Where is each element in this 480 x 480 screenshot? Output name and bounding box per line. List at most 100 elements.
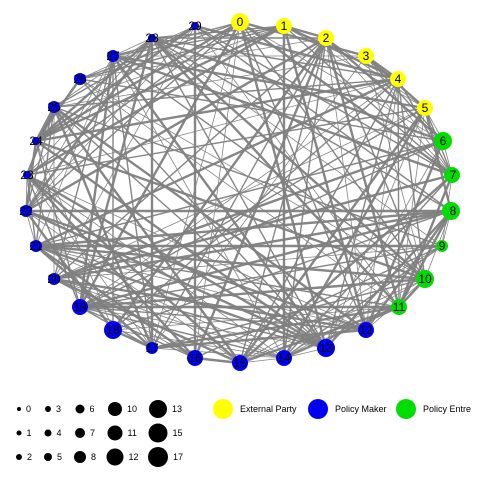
size-legend-item: 0: [17, 404, 31, 414]
edge: [25, 106, 55, 212]
edge: [112, 55, 153, 349]
size-legend-dot: [75, 428, 85, 438]
size-legend-label: 15: [173, 428, 183, 438]
node-11: 11: [391, 299, 407, 315]
edge: [151, 36, 444, 143]
edge: [35, 24, 285, 143]
node-24: 24: [29, 134, 43, 148]
node-label: 5: [422, 101, 429, 115]
node-circle: [390, 71, 406, 87]
edge: [25, 209, 327, 350]
node-22: 22: [19, 204, 33, 218]
node-7: 7: [444, 167, 460, 183]
edge: [53, 106, 241, 364]
node-circle: [107, 50, 119, 62]
node-label: 23: [20, 168, 34, 182]
node-circle: [231, 13, 249, 31]
size-legend-dot: [107, 425, 123, 441]
node-circle: [436, 240, 448, 252]
edge: [26, 174, 196, 359]
size-legend-label: 7: [90, 428, 95, 438]
edge: [194, 25, 453, 176]
edge: [35, 245, 153, 349]
legend-external_party: External Party: [213, 399, 297, 419]
edge: [365, 55, 426, 280]
size-legend-dot: [148, 447, 168, 467]
size-legend-label: 5: [57, 452, 62, 462]
node-circle: [32, 137, 40, 145]
size-legend-item: 5: [44, 452, 62, 462]
node-circle: [416, 270, 434, 288]
node-circle: [146, 342, 158, 354]
node-label: 29: [188, 19, 202, 33]
size-legend-item: 8: [74, 451, 96, 463]
node-label: 11: [393, 300, 406, 314]
node-23: 23: [20, 168, 34, 182]
edge: [79, 306, 196, 359]
size-legend-label: 11: [128, 428, 137, 438]
size-legend-dot: [108, 402, 122, 416]
legend-label: Policy Entre: [423, 404, 471, 414]
node-label: 6: [440, 134, 447, 148]
node-circle: [104, 321, 122, 339]
node-label: 20: [47, 272, 61, 286]
edge: [53, 78, 399, 108]
edge: [79, 78, 327, 349]
node-19: 19: [72, 299, 88, 315]
node-label: 18: [106, 323, 120, 337]
node-label: 25: [47, 100, 61, 114]
edge: [53, 277, 367, 332]
edge: [151, 37, 327, 349]
edge: [35, 139, 426, 281]
node-label: 21: [29, 239, 43, 253]
edge: [79, 78, 426, 280]
node-circle: [23, 171, 31, 179]
edge: [26, 107, 426, 176]
size-legend-dot: [106, 448, 124, 466]
node-12: 12: [358, 322, 374, 338]
edge: [397, 78, 453, 176]
edge: [52, 106, 154, 349]
node-circle: [232, 355, 248, 371]
size-legend-label: 1: [27, 428, 32, 438]
node-label: 15: [233, 356, 247, 370]
size-legend-dot: [44, 429, 52, 437]
node-13: 13: [317, 339, 335, 357]
edge: [53, 278, 196, 359]
edge: [364, 140, 445, 331]
size-legend-label: 4: [57, 428, 62, 438]
edge: [25, 106, 56, 176]
node-21: 21: [29, 239, 43, 253]
edge-layer: [24, 20, 454, 365]
node-circle: [358, 48, 374, 64]
size-legend-dot: [148, 423, 168, 443]
edge: [35, 55, 114, 247]
edge: [35, 245, 400, 308]
edge: [423, 107, 453, 212]
edge: [194, 24, 399, 81]
node-label: 14: [277, 351, 291, 365]
node-label: 22: [19, 204, 33, 218]
edge: [112, 37, 153, 57]
size-legend-item: 12: [106, 448, 139, 466]
node-circle: [358, 322, 374, 338]
legend-label: External Party: [240, 404, 297, 414]
node-label: 0: [237, 15, 244, 29]
node-circle: [391, 299, 407, 315]
node-label: 2: [323, 31, 330, 45]
node-label: 27: [106, 49, 120, 63]
edge: [112, 55, 426, 280]
edge: [151, 37, 400, 308]
size-legend-dot: [16, 454, 22, 460]
node-circle: [48, 273, 60, 285]
edge: [26, 174, 285, 359]
node-18: 18: [104, 321, 122, 339]
size-legend-dot: [16, 430, 22, 436]
node-27: 27: [106, 49, 120, 63]
node-label: 7: [450, 168, 457, 182]
node-circle: [276, 350, 292, 366]
edge: [79, 78, 444, 142]
size-legend-item: 1: [16, 428, 32, 438]
edge: [35, 245, 285, 359]
node-26: 26: [73, 72, 87, 86]
